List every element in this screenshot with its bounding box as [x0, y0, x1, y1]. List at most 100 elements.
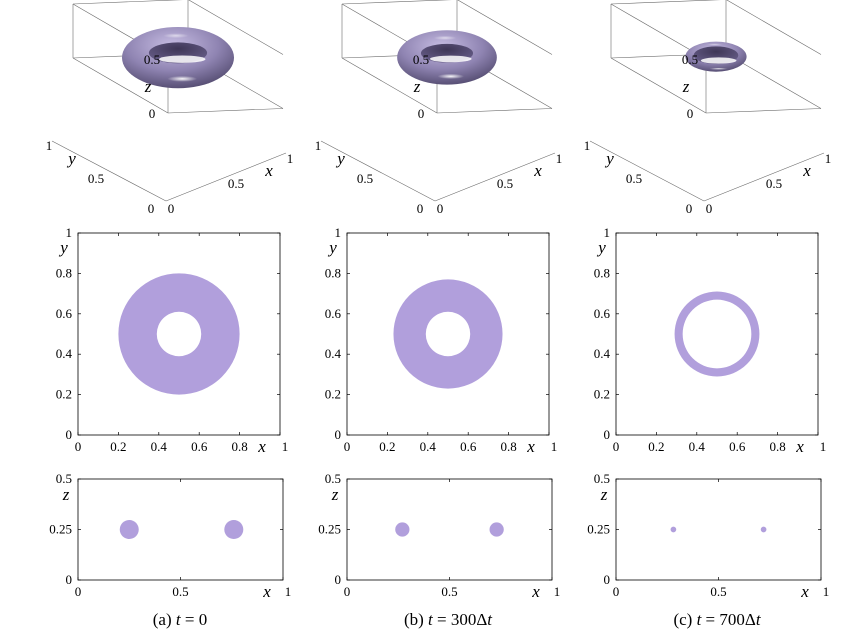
- box-edge: [72, 0, 183, 5]
- y-tick-label: 0.5: [56, 471, 72, 486]
- xz-panel-a: 0 0.5 1 0 0.25 0.5 x z: [49, 471, 291, 601]
- xz-panel-b: 0 0.5 1 0 0.25 0.5 x z: [318, 471, 560, 601]
- y-tick-label: 1: [584, 138, 591, 153]
- z-tick-label: 0: [418, 106, 425, 121]
- caption-time-step-symbol: t: [756, 610, 762, 629]
- axes-box: [615, 478, 822, 581]
- x-tick-label: 1: [825, 151, 832, 166]
- xz-panel-c: 0 0.5 1 0 0.25 0.5 x z: [587, 471, 829, 601]
- x-axis-label: x: [262, 582, 271, 601]
- annulus-region: [393, 279, 503, 389]
- x-tick-label: 0: [437, 201, 444, 216]
- y-tick-label: 1: [335, 225, 342, 240]
- z-axis-label: z: [62, 485, 70, 504]
- y-tick-label: 0.5: [325, 471, 341, 486]
- y-tick-label: 0.8: [56, 265, 72, 280]
- y-tick-label: 0.25: [587, 522, 610, 537]
- y-tick-label: 0: [335, 427, 342, 442]
- y-tick-label: 0.2: [594, 387, 610, 402]
- y-tick-label: 1: [315, 138, 322, 153]
- x-tick-label: 0: [75, 584, 82, 599]
- y-axis-label: y: [335, 149, 345, 168]
- y-tick-label: 0.6: [325, 306, 342, 321]
- y-tick-label: 0: [417, 201, 424, 216]
- caption-a: (a) t = 0: [153, 610, 207, 629]
- y-tick-label: 0.6: [56, 306, 73, 321]
- x-axis-label: x: [257, 437, 266, 456]
- axes-box: [615, 232, 819, 436]
- x-tick-label: 1: [285, 584, 292, 599]
- annulus-region: [118, 273, 240, 395]
- y-tick-label: 0.8: [325, 265, 341, 280]
- y-tick-label: 1: [66, 225, 73, 240]
- x-axis-label: x: [795, 437, 804, 456]
- cross-section-disc: [224, 520, 244, 539]
- z-axis-label: z: [682, 77, 690, 96]
- y-tick-label: 0.25: [318, 522, 341, 537]
- y-tick-label: 0.4: [325, 346, 342, 361]
- xy-panel-b: 0 0.2 0.4 0.6 0.8 1 0 0.2 0.4 0.6 0.8 1 x y: [325, 225, 558, 456]
- caption-time-symbol: t: [697, 610, 703, 629]
- axes-box: [77, 232, 281, 436]
- box-edge: [341, 57, 438, 114]
- y-tick-label: 0.2: [56, 387, 72, 402]
- cross-section-disc: [760, 526, 767, 533]
- y-tick-label: 0.2: [325, 387, 341, 402]
- y-axis-label: y: [58, 238, 68, 257]
- z-axis-label: z: [600, 485, 608, 504]
- x-tick-label: 0: [344, 439, 351, 454]
- caption-value: = 0: [181, 610, 208, 629]
- y-tick-label: 0: [604, 572, 611, 587]
- x-tick-label: 1: [823, 584, 830, 599]
- x-tick-label: 1: [287, 151, 294, 166]
- torus-specular: [709, 67, 728, 70]
- y-tick-label: 0: [66, 572, 73, 587]
- box-edge: [341, 0, 452, 5]
- box-edge: [457, 0, 553, 55]
- x-tick-label: 1: [556, 151, 563, 166]
- y-axis-label: y: [596, 238, 606, 257]
- y-tick-label: 0: [148, 201, 155, 216]
- x-tick-label: 1: [551, 439, 558, 454]
- box-edge-front: [589, 140, 705, 202]
- z-axis-label: z: [144, 77, 152, 96]
- x-axis-label: x: [531, 582, 540, 601]
- y-tick-label: 0.25: [49, 522, 72, 537]
- x-tick-label: 0.4: [689, 439, 706, 454]
- y-tick-label: 0.5: [626, 171, 642, 186]
- z-tick-label: 0: [149, 106, 156, 121]
- cross-section-disc: [489, 522, 504, 537]
- z-axis-label: z: [413, 77, 421, 96]
- caption-b: (b) t = 300Δt: [404, 610, 493, 629]
- box-edge-front: [320, 140, 436, 202]
- y-tick-label: 1: [604, 225, 611, 240]
- axes-box: [346, 232, 550, 436]
- x-axis-label: x: [526, 437, 535, 456]
- y-tick-label: 0.5: [357, 171, 373, 186]
- x-tick-label: 0: [613, 584, 620, 599]
- box-edge: [726, 0, 822, 55]
- cross-section-disc: [670, 526, 677, 533]
- torus-specular: [437, 73, 465, 79]
- x-tick-label: 0.5: [441, 584, 457, 599]
- x-tick-label: 0: [613, 439, 620, 454]
- x-tick-label: 0.5: [228, 176, 244, 191]
- caption-value: = 700Δ: [701, 610, 756, 629]
- caption-label: (a): [153, 610, 176, 629]
- x-tick-label: 1: [282, 439, 289, 454]
- box-edge-front: [434, 152, 556, 202]
- x-tick-label: 0.5: [497, 176, 513, 191]
- box-edge: [188, 0, 284, 55]
- y-tick-label: 0.6: [594, 306, 611, 321]
- x-tick-label: 0.8: [769, 439, 785, 454]
- caption-time-step-symbol: t: [487, 610, 493, 629]
- axes-box: [346, 478, 553, 581]
- axes-box: [77, 478, 284, 581]
- y-tick-label: 0.8: [594, 265, 610, 280]
- box-edge: [436, 108, 553, 114]
- x-tick-label: 0: [706, 201, 713, 216]
- z-tick-label: 0.5: [682, 52, 698, 67]
